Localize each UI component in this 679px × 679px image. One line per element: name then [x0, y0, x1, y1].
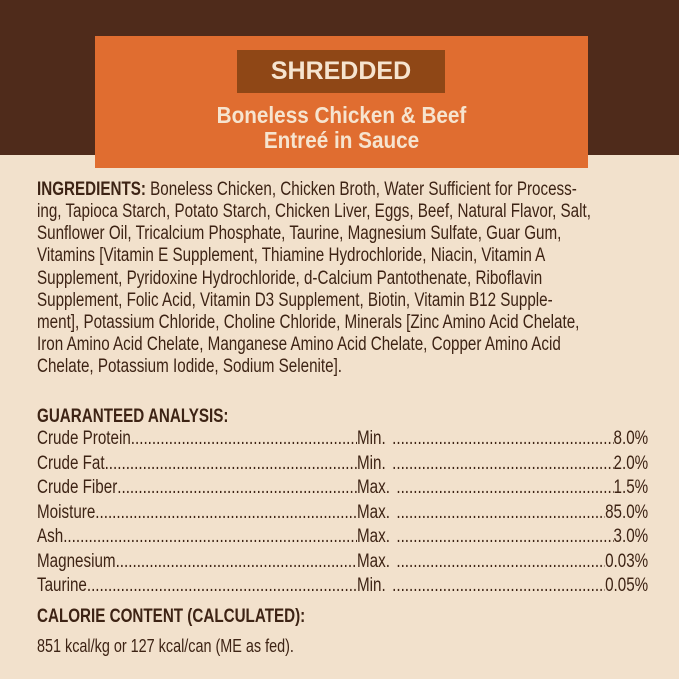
nutrient-qualifier: Max.	[357, 501, 390, 523]
nutrient-value: 8.0%	[613, 428, 649, 449]
shredded-tag: SHREDDED	[237, 50, 445, 93]
ingredients-label: INGREDIENTS:	[37, 179, 146, 200]
ingredients-line: INGREDIENTS: Boneless Chicken, Chicken B…	[37, 179, 577, 201]
calorie-text: 851 kcal/kg or 127 kcal/can (ME as fed).	[37, 636, 294, 656]
nutrient-name: Crude Fiber	[37, 477, 118, 498]
nutrient-name: Ash	[37, 526, 64, 547]
dot-leader	[396, 502, 605, 524]
analysis-row: Ash Max. 3.0%	[37, 526, 648, 548]
nutrient-name: Moisture	[37, 501, 96, 523]
ingredients-line: Supplement, Folic Acid, Vitamin D3 Suppl…	[37, 290, 553, 311]
nutrient-qualifier: Min.	[357, 452, 386, 474]
ingredients-line: ing, Tapioca Starch, Potato Starch, Chic…	[37, 201, 591, 222]
nutrient-qualifier: Max.	[357, 526, 390, 547]
dot-leader	[392, 428, 613, 450]
ingredients-line: Chelate, Potassium Iodide, Sodium Seleni…	[37, 356, 343, 377]
ingredients-line: Sunflower Oil, Tricalcium Phosphate, Tau…	[37, 223, 562, 244]
analysis-row: Crude Fat Min. 2.0%	[37, 453, 648, 475]
nutrient-value: 85.0%	[605, 501, 649, 523]
nutrient-value: 3.0%	[613, 526, 649, 547]
ingredients-line: Supplement, Pyridoxine Hydrochloride, d-…	[37, 268, 543, 289]
nutrient-qualifier: Min.	[357, 575, 386, 596]
dot-leader	[396, 477, 613, 499]
analysis-row: Taurine Min. 0.05%	[37, 575, 648, 597]
subtitle-line-2: Entreé in Sauce	[263, 127, 420, 153]
dot-leader	[95, 502, 357, 524]
dot-leader	[105, 453, 357, 475]
dot-leader	[63, 526, 357, 548]
analysis-row: Moisture Max. 85.0%	[37, 502, 648, 524]
nutrient-qualifier: Max.	[357, 550, 390, 572]
analysis-row: Crude Protein Min. 8.0%	[37, 428, 648, 450]
nutrient-name: Crude Fat	[37, 452, 105, 474]
dot-leader	[392, 575, 605, 597]
dot-leader	[117, 477, 357, 499]
ingredients-line: Iron Amino Acid Chelate, Manganese Amino…	[37, 334, 561, 355]
nutrient-name: Crude Protein	[37, 428, 131, 449]
ingredients-text: Boneless Chicken, Chicken Broth, Water S…	[145, 179, 577, 200]
product-title-panel: SHREDDED Boneless Chicken & Beef Entreé …	[95, 36, 588, 168]
nutrient-value: 1.5%	[613, 477, 649, 498]
dot-leader	[87, 575, 357, 597]
dot-leader	[396, 551, 605, 573]
nutrient-name: Magnesium	[37, 550, 116, 572]
nutrient-value: 2.0%	[613, 452, 649, 474]
analysis-title: GUARANTEED ANALYSIS:	[37, 406, 229, 427]
subtitle-line-1: Boneless Chicken & Beef	[216, 102, 467, 128]
analysis-row: Crude Fiber Max. 1.5%	[37, 477, 648, 499]
ingredients-line: ment], Potassium Chloride, Choline Chlor…	[37, 312, 580, 333]
dot-leader	[396, 526, 613, 548]
calorie-title: CALORIE CONTENT (CALCULATED):	[37, 606, 306, 627]
ingredients-line: Vitamins [Vitamin E Supplement, Thiamine…	[37, 245, 546, 266]
dot-leader	[392, 453, 613, 475]
analysis-row: Magnesium Max. 0.03%	[37, 551, 648, 573]
dot-leader	[131, 428, 357, 450]
dot-leader	[116, 551, 357, 573]
nutrient-qualifier: Max.	[357, 477, 390, 498]
nutrient-value: 0.03%	[605, 550, 649, 572]
nutrient-value: 0.05%	[605, 575, 649, 596]
nutrient-name: Taurine	[37, 575, 87, 596]
nutrient-qualifier: Min.	[357, 428, 386, 449]
